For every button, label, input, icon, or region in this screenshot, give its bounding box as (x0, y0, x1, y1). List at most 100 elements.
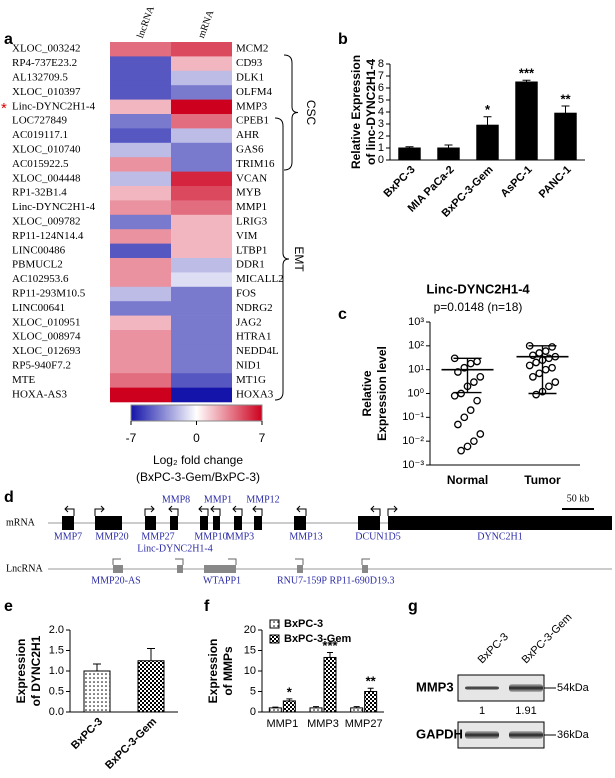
gene-label: MMP3 (226, 531, 254, 542)
row-label: PBMUCL2 (12, 259, 63, 271)
y-tick-label: 10⁰ (407, 387, 424, 399)
row-label: LINC00641 (12, 302, 65, 314)
heatmap-cell (171, 229, 232, 244)
heatmap-cell (110, 128, 171, 144)
heatmap-cell (171, 344, 232, 360)
heatmap-cell (110, 157, 171, 172)
data-point (454, 368, 462, 376)
row-label: GAPDH (416, 726, 463, 741)
blot-band (509, 731, 543, 739)
x-tick-label: Normal (447, 473, 488, 487)
error-bar (313, 706, 319, 708)
blot-band (465, 686, 499, 690)
heatmap-cell (110, 42, 171, 57)
y-tick-label: 0 (378, 154, 384, 166)
heatmap-cell (110, 142, 171, 158)
row-label: RP11-293M10.5 (12, 288, 86, 300)
heatmap-cell (171, 99, 232, 115)
tss-arrow (370, 505, 381, 516)
heatmap-cell (110, 286, 171, 302)
heatmap-cell (110, 186, 171, 201)
data-point (541, 347, 550, 355)
error-bar (147, 647, 155, 661)
heatmap-cell (110, 373, 171, 388)
y-axis-title: of MMPs (221, 646, 235, 696)
gene-block (358, 516, 380, 530)
row-label: AHR (236, 129, 260, 141)
row-label: CD93 (236, 57, 263, 69)
y-axis-title: Expression (14, 639, 28, 704)
error-bar (353, 706, 360, 708)
lane-label: BxPC-3-Gem (520, 611, 575, 666)
row-label: HOXA3 (236, 388, 274, 400)
bar (515, 81, 538, 161)
significance: *** (519, 66, 535, 81)
row-label: FOS (236, 288, 256, 300)
heatmap-cell (171, 186, 232, 201)
group-bracket (283, 54, 299, 171)
quant-label: 1 (479, 705, 485, 717)
data-point (541, 365, 550, 374)
group-label: CSC (304, 100, 318, 126)
y-tick-label: 10² (408, 340, 424, 352)
tss-arrow (228, 558, 237, 565)
data-point (460, 413, 469, 422)
heatmap-cell (171, 258, 232, 273)
bar (437, 147, 460, 161)
heatmap-cell (171, 42, 232, 57)
data-point (545, 382, 553, 391)
y-tick-label: 5 (250, 685, 256, 697)
heatmap-cell (110, 258, 171, 273)
heatmap-cell (110, 99, 171, 115)
highlight-marker: * (1, 100, 7, 117)
error-bar (483, 116, 492, 126)
gene-label: MMP27 (141, 531, 174, 542)
row-label: MTE (12, 374, 36, 386)
data-point (470, 378, 478, 386)
row-label: JAG2 (236, 316, 262, 328)
y-tick-label: 10³ (408, 316, 424, 328)
y-tick-label: 10¹ (408, 364, 424, 376)
colorbar-sublabel: (BxPC-3-Gem/BxPC-3) (136, 470, 260, 484)
x-tick-label: BxPC-3-Gem (103, 716, 159, 772)
panel-label: e (4, 598, 13, 615)
data-point (466, 406, 475, 415)
heatmap-cell (171, 315, 232, 331)
y-tick-label: 2 (378, 130, 384, 142)
lncrna-block (113, 565, 123, 573)
heatmap-cell (171, 114, 232, 129)
data-point (473, 357, 481, 366)
row-label: HTRA1 (236, 331, 271, 343)
row-label: AC019117.1 (12, 129, 68, 141)
heatmap-cell (110, 229, 171, 244)
tss-arrow (295, 558, 304, 565)
heatmap-cell (171, 301, 232, 316)
tss-arrow (210, 505, 221, 516)
row-label: RP4-737E23.2 (12, 57, 77, 69)
y-axis-title: Relative Expression (349, 55, 363, 169)
data-point (457, 446, 465, 455)
heatmap-cell (110, 358, 171, 374)
x-tick-label: AsPC-1 (499, 164, 535, 200)
heatmap-cell (110, 200, 171, 216)
y-tick-label: 2.0 (49, 624, 64, 636)
y-tick-label: 10⁻¹ (402, 411, 424, 423)
tss-arrow (232, 505, 243, 516)
data-point (470, 437, 478, 446)
row-label: LTBP1 (236, 244, 267, 256)
data-point (548, 363, 556, 372)
row-label: XLOC_010951 (12, 316, 80, 328)
panel-label: f (204, 598, 210, 615)
y-tick-label: 0 (250, 706, 256, 718)
y-tick-label: 1.0 (49, 665, 64, 677)
data-point (463, 442, 472, 451)
track-label: LncRNA (6, 563, 43, 574)
x-tick-label: BxPC-3 (382, 164, 418, 200)
chart-subtitle: p=0.0148 (n=18) (434, 300, 523, 314)
y-tick-label: 8 (378, 58, 384, 70)
row-label: RP11-124N14.4 (12, 230, 84, 242)
heatmap-cell (110, 272, 171, 288)
heatmap-cell (171, 330, 232, 345)
heatmap-cell (171, 200, 232, 216)
row-label: Linc-DYNC2H1-4 (12, 100, 96, 112)
